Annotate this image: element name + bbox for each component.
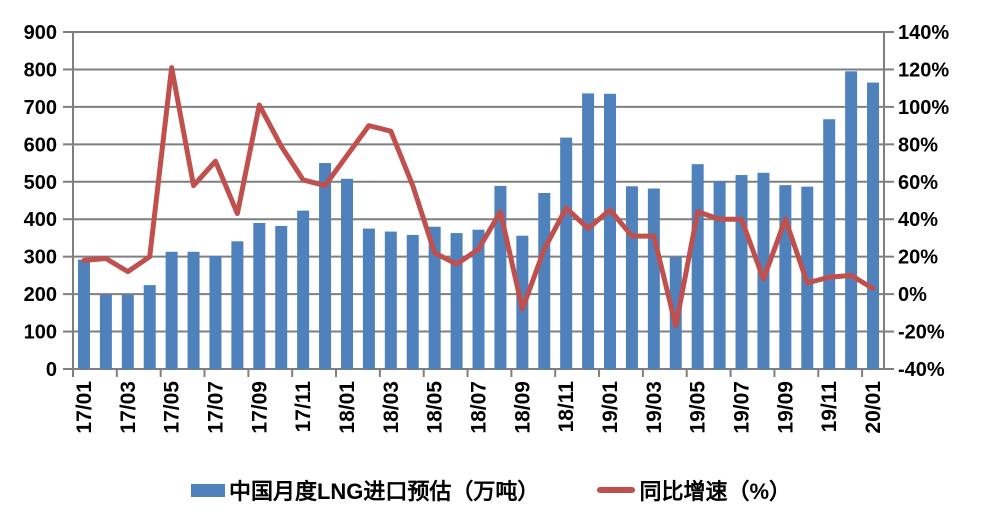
- bar: [867, 82, 880, 370]
- x-axis-tick-label: 18/01: [336, 381, 359, 434]
- bar: [340, 178, 353, 369]
- legend-item-bar-series: 中国月度LNG进口预估（万吨）: [190, 474, 540, 506]
- x-axis-tick-label: 18/11: [555, 381, 578, 433]
- bar-series-label: 中国月度LNG进口预估（万吨）: [228, 479, 540, 504]
- x-axis-tick-label: 17/11: [292, 381, 315, 433]
- left-axis-tick-label: 300: [24, 247, 57, 269]
- x-axis-tick-label: 20/01: [862, 381, 885, 434]
- bar: [625, 186, 638, 369]
- bar: [450, 233, 463, 369]
- x-axis-tick-label: 18/09: [511, 381, 534, 434]
- line-series-label: 同比增速（%）: [639, 479, 791, 504]
- right-axis-tick-label: 80%: [898, 134, 938, 156]
- bar: [713, 181, 726, 369]
- bar: [582, 93, 595, 370]
- bar: [297, 210, 310, 369]
- left-axis-tick-label: 600: [24, 134, 57, 156]
- bar: [384, 231, 397, 369]
- bar: [362, 228, 375, 369]
- bar: [428, 226, 441, 369]
- x-axis-tick-label: 17/07: [204, 381, 227, 434]
- bar: [121, 294, 134, 369]
- chart-plot-area: 0 100 200 300 400 500 600 700 800 900 -40% -20% 0% 20…: [24, 22, 950, 434]
- x-axis-tick-label: 17/09: [248, 381, 271, 434]
- bar: [231, 241, 244, 369]
- right-axis-tick-label: 100%: [898, 97, 949, 119]
- bar: [604, 93, 617, 370]
- bar: [319, 163, 332, 369]
- left-axis-tick-label: 0: [46, 359, 57, 381]
- right-axis-tick-label: 0%: [898, 284, 927, 306]
- bar: [691, 164, 704, 369]
- left-axis-tick-label: 700: [24, 97, 57, 119]
- right-axis-tick-label: -40%: [898, 359, 945, 381]
- right-axis-tick-label: 40%: [898, 209, 938, 231]
- right-axis-tick-label: -20%: [898, 322, 945, 344]
- x-axis-tick-label: 19/01: [599, 381, 622, 434]
- bar: [165, 251, 178, 369]
- bar: [99, 294, 112, 369]
- bar: [845, 71, 858, 370]
- bar: [823, 119, 836, 370]
- x-axis-tick-label: 18/07: [468, 381, 491, 434]
- right-axis-tick-label: 20%: [898, 247, 938, 269]
- bar: [647, 188, 660, 369]
- bar: [253, 222, 266, 369]
- right-axis-tick-label: 60%: [898, 172, 938, 194]
- x-axis-tick-label: 17/03: [117, 381, 140, 434]
- bar: [143, 285, 156, 369]
- left-axis-tick-label: 500: [24, 172, 57, 194]
- x-axis-tick-label: 19/09: [774, 381, 797, 434]
- right-axis-tick-label: 140%: [898, 22, 949, 44]
- line-series-swatch-icon: [597, 487, 636, 493]
- left-axis-tick-label: 800: [24, 59, 57, 81]
- bar: [406, 234, 419, 369]
- left-axis-tick-label: 200: [24, 284, 57, 306]
- right-axis-tick-label: 120%: [898, 59, 949, 81]
- bar: [538, 193, 551, 369]
- x-axis-tick-label: 18/03: [380, 381, 403, 434]
- left-axis-tick-label: 400: [24, 209, 57, 231]
- x-axis-tick-label: 19/07: [731, 381, 754, 434]
- bar: [560, 137, 573, 369]
- bar: [77, 259, 90, 369]
- bar: [735, 175, 748, 369]
- x-axis-tick-label: 17/01: [73, 381, 96, 434]
- left-axis-tick-label: 100: [24, 322, 57, 344]
- x-axis-tick-label: 19/03: [643, 381, 666, 434]
- bar: [757, 172, 770, 369]
- bar: [187, 251, 200, 369]
- trend-line: [81, 65, 876, 329]
- bar: [472, 229, 485, 369]
- bar: [209, 255, 222, 369]
- left-axis-tick-label: 900: [24, 22, 57, 44]
- legend-item-line-series: 同比增速（%）: [597, 474, 791, 506]
- x-axis-tick-label: 19/11: [818, 381, 841, 433]
- x-axis-tick-label: 18/05: [424, 381, 447, 434]
- bar: [275, 225, 288, 369]
- chart-legend: 中国月度LNG进口预估（万吨） 同比增速（%）: [0, 474, 982, 506]
- bar-series-swatch-icon: [190, 483, 225, 497]
- bar: [779, 185, 792, 369]
- x-axis-tick-label: 19/05: [687, 381, 710, 434]
- x-axis-tick-label: 17/05: [161, 381, 184, 434]
